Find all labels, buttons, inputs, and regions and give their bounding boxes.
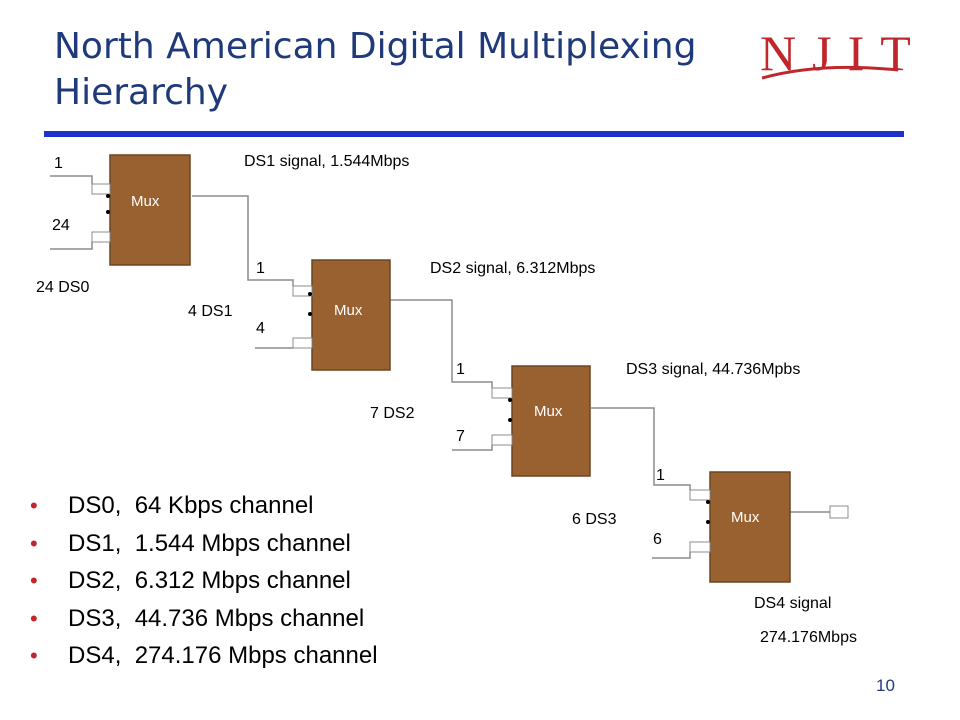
mux-4: Mux — [689, 471, 849, 583]
bullet-icon: • — [30, 605, 38, 631]
mux-1: Mux — [91, 154, 191, 266]
bullet-item: • DS2, 6.312 Mbps channel — [30, 563, 378, 601]
stage4-output-line2: 274.176Mbps — [760, 629, 857, 646]
stage3-output: DS3 signal, 44.736Mpbs — [626, 361, 800, 378]
stage1-output: DS1 signal, 1.544Mbps — [244, 153, 409, 170]
bullet-item: • DS4, 274.176 Mbps channel — [30, 638, 378, 676]
bullet-icon: • — [30, 493, 38, 518]
mux-4-label: Mux — [731, 509, 760, 526]
stage2-group: 4 DS1 — [188, 303, 233, 320]
mux-1-label: Mux — [131, 193, 160, 210]
stage4-group: 6 DS3 — [572, 511, 617, 528]
logo-swoosh-icon — [761, 65, 899, 80]
stage1-input-bottom: 24 — [52, 217, 70, 234]
title-rule — [44, 131, 904, 137]
stage2-input-top: 1 — [256, 260, 265, 277]
mux-3-label: Mux — [534, 403, 563, 420]
stage2-output: DS2 signal, 6.312Mbps — [430, 260, 595, 277]
bullet-item: • DS0, 64 Kbps channel — [30, 488, 378, 526]
page-number: 10 — [876, 676, 895, 695]
stage4-output-line1: DS4 signal — [754, 595, 831, 612]
stage2-input-bottom: 4 — [256, 320, 265, 337]
bullet-text: DS0, 64 Kbps channel — [68, 492, 314, 519]
channel-bullet-list: • DS0, 64 Kbps channel • DS1, 1.544 Mbps c… — [30, 488, 378, 676]
bullet-item: • DS1, 1.544 Mbps channel — [30, 526, 378, 564]
njit-logo: NJIT — [760, 25, 927, 81]
mux-2: Mux — [292, 259, 391, 371]
stage4-input-top: 1 — [656, 467, 665, 484]
bullet-item: • DS3, 44.736 Mbps channel — [30, 601, 378, 639]
stage1-group: 24 DS0 — [36, 279, 89, 296]
mux-3: Mux — [491, 365, 591, 477]
title-line-2: Hierarchy — [54, 72, 229, 113]
bullet-text: DS2, 6.312 Mbps channel — [68, 567, 351, 594]
slide-title: North American Digital Multiplexing Hier… — [54, 24, 774, 116]
bullet-icon: • — [30, 530, 38, 556]
bullet-text: DS4, 274.176 Mbps channel — [68, 642, 378, 669]
stage3-input-bottom: 7 — [456, 428, 465, 445]
title-line-1: North American Digital Multiplexing — [54, 26, 697, 67]
stage3-input-top: 1 — [456, 361, 465, 378]
stage3-group: 7 DS2 — [370, 405, 415, 422]
bullet-icon: • — [30, 568, 38, 593]
bullet-icon: • — [30, 643, 38, 668]
stage4-input-bottom: 6 — [653, 531, 662, 548]
stage1-input-top: 1 — [54, 155, 63, 172]
bullet-text: DS1, 1.544 Mbps channel — [68, 529, 351, 557]
bullet-text: DS3, 44.736 Mbps channel — [68, 604, 365, 632]
mux-2-label: Mux — [334, 302, 363, 319]
